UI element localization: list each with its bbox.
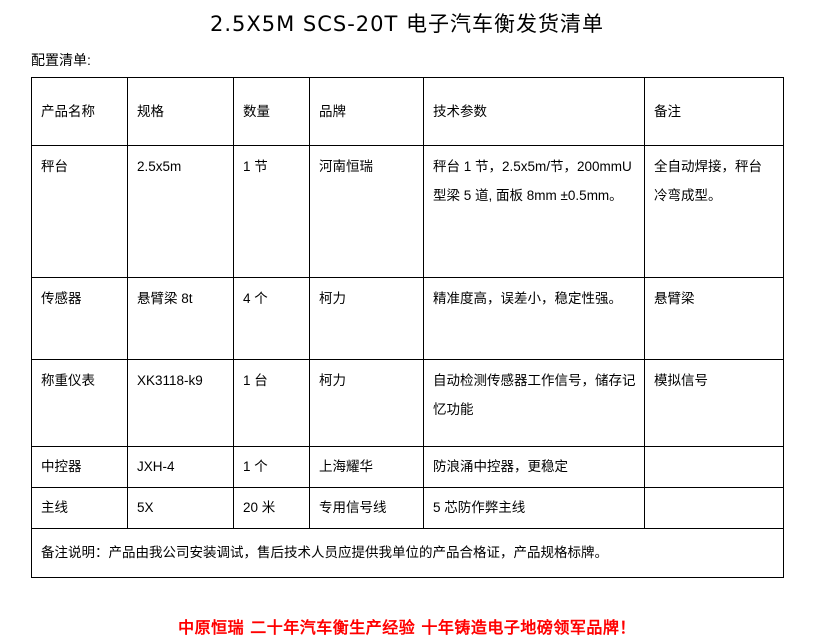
table-body: 秤台 2.5x5m 1 节 河南恒瑞 秤台 1 节，2.5x5m/节，200mm… (31, 145, 784, 578)
cell-quantity: 1 个 (233, 446, 310, 488)
column-header-product-name: 产品名称 (31, 77, 128, 146)
cell-brand: 柯力 (309, 277, 424, 360)
cell-quantity: 20 米 (233, 487, 310, 529)
cell-specification: 2.5x5m (127, 145, 234, 278)
cell-quantity: 1 节 (233, 145, 310, 278)
cell-remark (644, 446, 784, 488)
cell-brand: 柯力 (309, 359, 424, 447)
table-footer-note-row: 备注说明：产品由我公司安装调试，售后技术人员应提供我单位的产品合格证，产品规格标… (31, 528, 784, 578)
cell-specification: XK3118-k9 (127, 359, 234, 447)
cell-brand: 专用信号线 (309, 487, 424, 529)
cell-remark: 模拟信号 (644, 359, 784, 447)
cell-specification: 5X (127, 487, 234, 529)
column-header-specification: 规格 (127, 77, 234, 146)
cell-remark: 悬臂梁 (644, 277, 784, 360)
cell-technical-parameters: 防浪涌中控器，更稳定 (423, 446, 645, 488)
cell-remark (644, 487, 784, 529)
cell-quantity: 1 台 (233, 359, 310, 447)
column-header-quantity: 数量 (233, 77, 310, 146)
cell-specification: JXH-4 (127, 446, 234, 488)
cell-product-name: 主线 (31, 487, 128, 529)
cell-technical-parameters: 精准度高，误差小，稳定性强。 (423, 277, 645, 360)
cell-remark: 全自动焊接，秤台冷弯成型。 (644, 145, 784, 278)
configuration-list-label: 配置清单: (31, 52, 91, 68)
delivery-list-page: 2.5X5M SCS-20T 电子汽车衡发货清单 配置清单: 产品名称 规格 数… (31, 12, 784, 637)
cell-product-name: 传感器 (31, 277, 128, 360)
table-row: 秤台 2.5x5m 1 节 河南恒瑞 秤台 1 节，2.5x5m/节，200mm… (31, 145, 784, 278)
table-row: 中控器 JXH-4 1 个 上海耀华 防浪涌中控器，更稳定 (31, 446, 784, 488)
company-slogan: 中原恒瑞 二十年汽车衡生产经验 十年铸造电子地磅领军品牌！ (178, 618, 636, 637)
table-row: 主线 5X 20 米 专用信号线 5 芯防作弊主线 (31, 487, 784, 529)
cell-technical-parameters: 秤台 1 节，2.5x5m/节，200mmU 型梁 5 道, 面板 8mm ±0… (423, 145, 645, 278)
table-header: 产品名称 规格 数量 品牌 技术参数 备注 (31, 77, 784, 146)
cell-brand: 河南恒瑞 (309, 145, 424, 278)
page-title: 2.5X5M SCS-20T 电子汽车衡发货清单 (209, 12, 605, 36)
cell-product-name: 称重仪表 (31, 359, 128, 447)
footer-note: 备注说明：产品由我公司安装调试，售后技术人员应提供我单位的产品合格证，产品规格标… (31, 528, 784, 578)
column-header-brand: 品牌 (309, 77, 424, 146)
table-row: 传感器 悬臂梁 8t 4 个 柯力 精准度高，误差小，稳定性强。 悬臂梁 (31, 277, 784, 360)
column-header-technical-parameters: 技术参数 (423, 77, 645, 146)
cell-product-name: 秤台 (31, 145, 128, 278)
column-header-remark: 备注 (644, 77, 784, 146)
configuration-table: 产品名称 规格 数量 品牌 技术参数 备注 秤台 2.5x5m 1 节 河南恒瑞… (31, 77, 784, 578)
cell-technical-parameters: 5 芯防作弊主线 (423, 487, 645, 529)
cell-quantity: 4 个 (233, 277, 310, 360)
cell-specification: 悬臂梁 8t (127, 277, 234, 360)
table-row: 称重仪表 XK3118-k9 1 台 柯力 自动检测传感器工作信号，储存记忆功能… (31, 359, 784, 447)
table-header-row: 产品名称 规格 数量 品牌 技术参数 备注 (31, 77, 784, 146)
cell-brand: 上海耀华 (309, 446, 424, 488)
cell-product-name: 中控器 (31, 446, 128, 488)
cell-technical-parameters: 自动检测传感器工作信号，储存记忆功能 (423, 359, 645, 447)
